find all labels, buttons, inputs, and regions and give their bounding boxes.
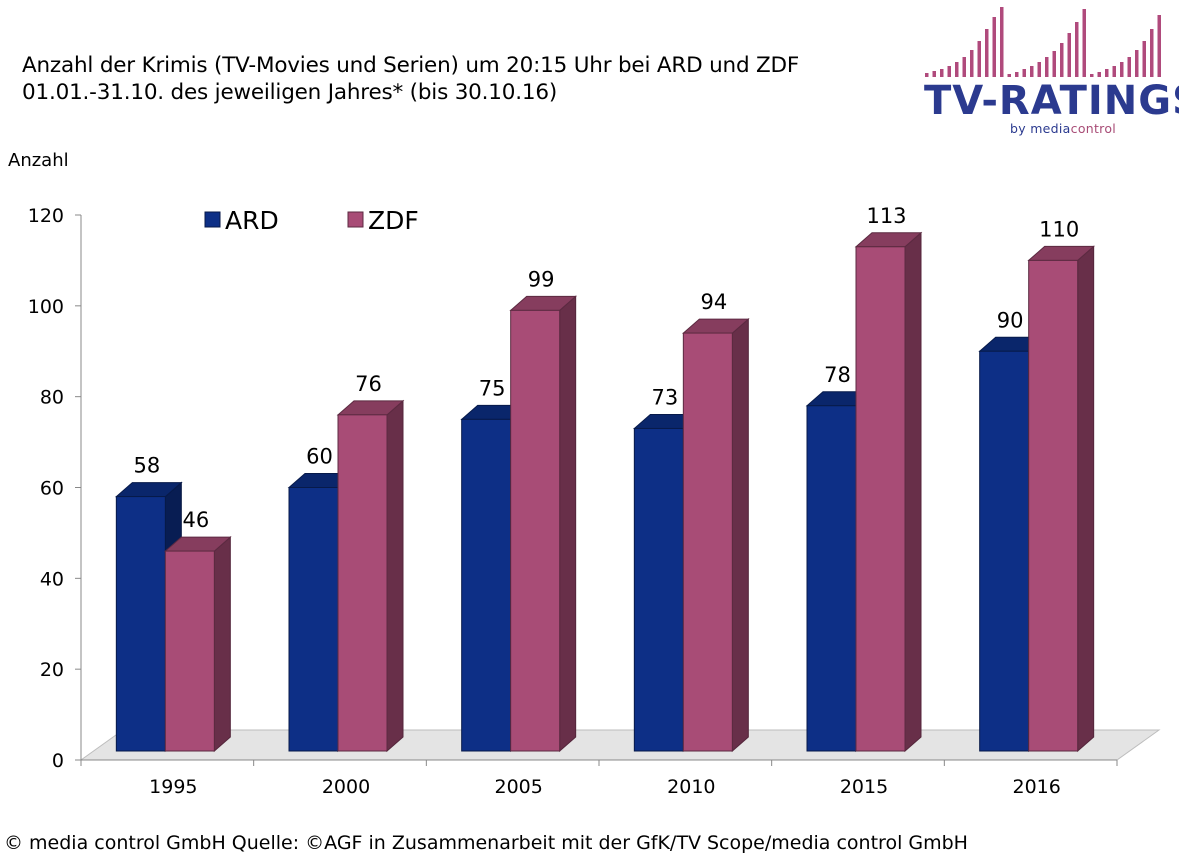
legend-label-ard: ARD xyxy=(225,206,279,235)
logo-bar xyxy=(1097,72,1101,77)
logo-bar xyxy=(1135,50,1139,77)
y-axis-title: Anzahl xyxy=(8,150,69,171)
data-label-ard-2005: 75 xyxy=(479,376,506,400)
bar-zdf-2010 xyxy=(682,332,733,752)
legend-swatch-zdf xyxy=(347,211,364,228)
bar-zdf-side xyxy=(731,317,749,753)
logo-bar xyxy=(925,73,929,77)
x-tick-label: 2005 xyxy=(494,776,542,798)
data-label-zdf-1995: 46 xyxy=(182,508,209,532)
x-tick-label: 2000 xyxy=(322,776,370,798)
x-tick-label: 2010 xyxy=(667,776,715,798)
data-label-zdf-2016: 110 xyxy=(1039,217,1079,241)
y-tick-label: 40 xyxy=(40,568,64,590)
title-line-2: 01.01.-31.10. des jeweiligen Jahres* (bi… xyxy=(22,80,558,105)
bar-zdf-side xyxy=(213,535,231,753)
logo-bars-graphic xyxy=(925,7,1161,77)
logo-bar xyxy=(1067,33,1071,77)
data-label-zdf-2015: 113 xyxy=(866,204,906,228)
logo-bar xyxy=(962,57,966,77)
logo-bar xyxy=(1037,62,1041,77)
bar-ard-2015 xyxy=(806,405,857,752)
source-footer: © media control GmbH Quelle: ©AGF in Zus… xyxy=(4,832,968,854)
bar-zdf-2016 xyxy=(1028,259,1079,752)
legend-label-zdf: ZDF xyxy=(368,206,419,235)
bar-ard-2000 xyxy=(288,487,339,752)
bar-zdf-2015 xyxy=(855,246,906,752)
logo-byline-by: by media xyxy=(1010,121,1071,136)
logo-bar xyxy=(1127,57,1131,77)
bar-ard-2016 xyxy=(979,350,1030,752)
logo-bar xyxy=(1157,15,1161,77)
logo-byline: by mediacontrol xyxy=(1010,121,1116,136)
bar-zdf-side xyxy=(904,231,922,753)
logo-bar xyxy=(940,69,944,77)
logo-bar xyxy=(1060,43,1064,77)
bar-zdf-side xyxy=(386,399,404,753)
data-label-ard-2016: 90 xyxy=(997,308,1024,332)
logo-bar xyxy=(1052,51,1056,77)
y-tick-label: 120 xyxy=(28,205,64,227)
title-line-1: Anzahl der Krimis (TV-Movies und Serien)… xyxy=(22,53,800,78)
logo-bar xyxy=(1022,69,1026,77)
logo-bar xyxy=(1082,9,1086,77)
logo-bar xyxy=(1030,66,1034,77)
x-tick-label: 2015 xyxy=(840,776,888,798)
logo-bar xyxy=(1150,29,1154,77)
bar-zdf-1995 xyxy=(164,550,215,752)
logo-name: TV-RATINGS xyxy=(924,78,1179,124)
logo-bar xyxy=(977,41,981,77)
data-label-ard-2010: 73 xyxy=(651,385,678,409)
data-label-ard-2000: 60 xyxy=(306,445,333,469)
logo-bar xyxy=(1000,7,1004,77)
data-label-ard-2015: 78 xyxy=(824,363,851,387)
logo-bar xyxy=(992,17,996,77)
logo-bar xyxy=(955,62,959,77)
logo-bar xyxy=(1142,41,1146,77)
logo-bar xyxy=(1015,72,1019,77)
x-tick-label: 2016 xyxy=(1012,776,1060,798)
logo-bar xyxy=(932,71,936,77)
data-label-ard-1995: 58 xyxy=(133,454,160,478)
bar-zdf-2000 xyxy=(337,414,388,752)
logo-bar xyxy=(1007,74,1011,77)
y-tick-label: 80 xyxy=(40,387,64,409)
logo-bar xyxy=(1045,57,1049,77)
logo-bar xyxy=(1075,22,1079,77)
logo-bar xyxy=(947,66,951,77)
bar-ard-1995 xyxy=(115,496,166,752)
y-tick-label: 20 xyxy=(40,659,64,681)
logo-bar xyxy=(1090,74,1094,77)
x-tick-label: 1995 xyxy=(149,776,197,798)
logo-bar xyxy=(985,29,989,77)
data-label-zdf-2010: 94 xyxy=(700,290,727,314)
y-tick-label: 60 xyxy=(40,478,64,500)
y-tick-label: 0 xyxy=(52,750,64,772)
logo-bar xyxy=(1105,69,1109,77)
logo-bar xyxy=(970,50,974,77)
bar-zdf-2005 xyxy=(510,309,561,752)
data-label-zdf-2000: 76 xyxy=(355,372,382,396)
y-tick-label: 100 xyxy=(28,296,64,318)
chart-title: Anzahl der Krimis (TV-Movies und Serien)… xyxy=(22,52,799,106)
legend-swatch-ard xyxy=(204,211,221,228)
bar-zdf-side xyxy=(559,295,577,753)
bar-ard-2010 xyxy=(633,427,684,752)
logo-bar xyxy=(1112,66,1116,77)
bar-ard-2005 xyxy=(461,418,512,752)
data-label-zdf-2005: 99 xyxy=(528,267,555,291)
bar-zdf-side xyxy=(1077,245,1095,753)
logo-bar xyxy=(1120,62,1124,77)
logo-byline-accent: control xyxy=(1070,121,1117,136)
